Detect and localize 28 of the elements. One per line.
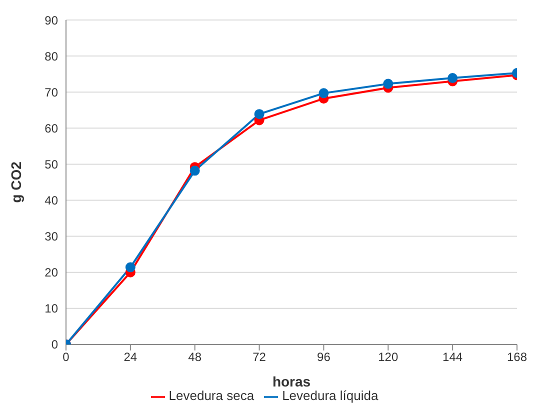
y-tick-label: 80 [44,49,58,64]
y-axis-title: g CO2 [8,161,24,203]
x-tick-label: 96 [317,350,331,364]
x-tick-label: 24 [124,350,138,364]
y-tick-label: 60 [44,121,58,136]
point [254,109,264,120]
x-axis-title: horas [272,373,311,390]
point [190,166,200,176]
y-tick-label: 70 [44,85,58,100]
x-tick-label: 0 [62,350,70,364]
legend-label: Levedura seca [168,388,254,404]
x-tick-label: 168 [506,350,528,364]
y-tick-label: 40 [44,194,58,208]
y-tick-label: 90 [44,13,58,28]
x-tick-label: 72 [252,350,266,364]
y-tick-label: 20 [44,266,58,280]
point [318,88,329,98]
y-tick-label: 10 [44,302,58,316]
x-tick-label: 120 [378,350,398,364]
point [125,262,136,272]
y-tick-label: 0 [51,338,58,352]
point [383,78,394,89]
x-tick-label: 144 [442,350,463,364]
y-tick-label: 50 [44,157,58,172]
legend-label: Levedura líquida [282,388,378,404]
point [448,73,458,84]
x-tick-label: 48 [188,350,202,364]
y-tick-label: 30 [44,230,58,244]
